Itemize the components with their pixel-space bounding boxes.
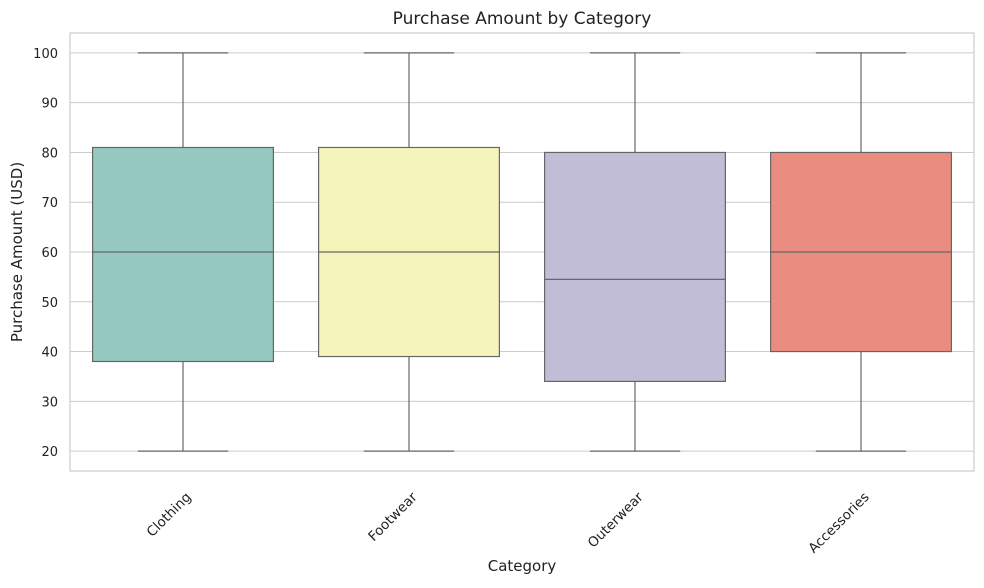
y-tick-label: 40 <box>41 346 58 361</box>
x-axis-label: Category <box>488 557 557 575</box>
y-tick-label: 20 <box>41 445 58 460</box>
y-tick-label: 90 <box>41 97 58 112</box>
y-tick-label: 100 <box>33 47 58 62</box>
y-tick-label: 80 <box>41 146 58 161</box>
box-outerwear <box>543 151 726 383</box>
x-tick-label: Accessories <box>805 489 872 556</box>
y-tick-label: 60 <box>41 246 58 261</box>
x-tick-label: Outerwear <box>585 489 647 551</box>
y-axis-label: Purchase Amount (USD) <box>8 162 26 342</box>
x-tick-label: Clothing <box>144 489 195 540</box>
chart-title: Purchase Amount by Category <box>393 9 652 29</box>
y-tick-label: 70 <box>41 196 58 211</box>
y-tick-label: 50 <box>41 296 58 311</box>
plot-frame <box>69 32 975 472</box>
y-tick-label: 30 <box>41 395 58 410</box>
x-tick-label: Footwear <box>365 489 421 545</box>
box-clothing <box>91 146 275 363</box>
